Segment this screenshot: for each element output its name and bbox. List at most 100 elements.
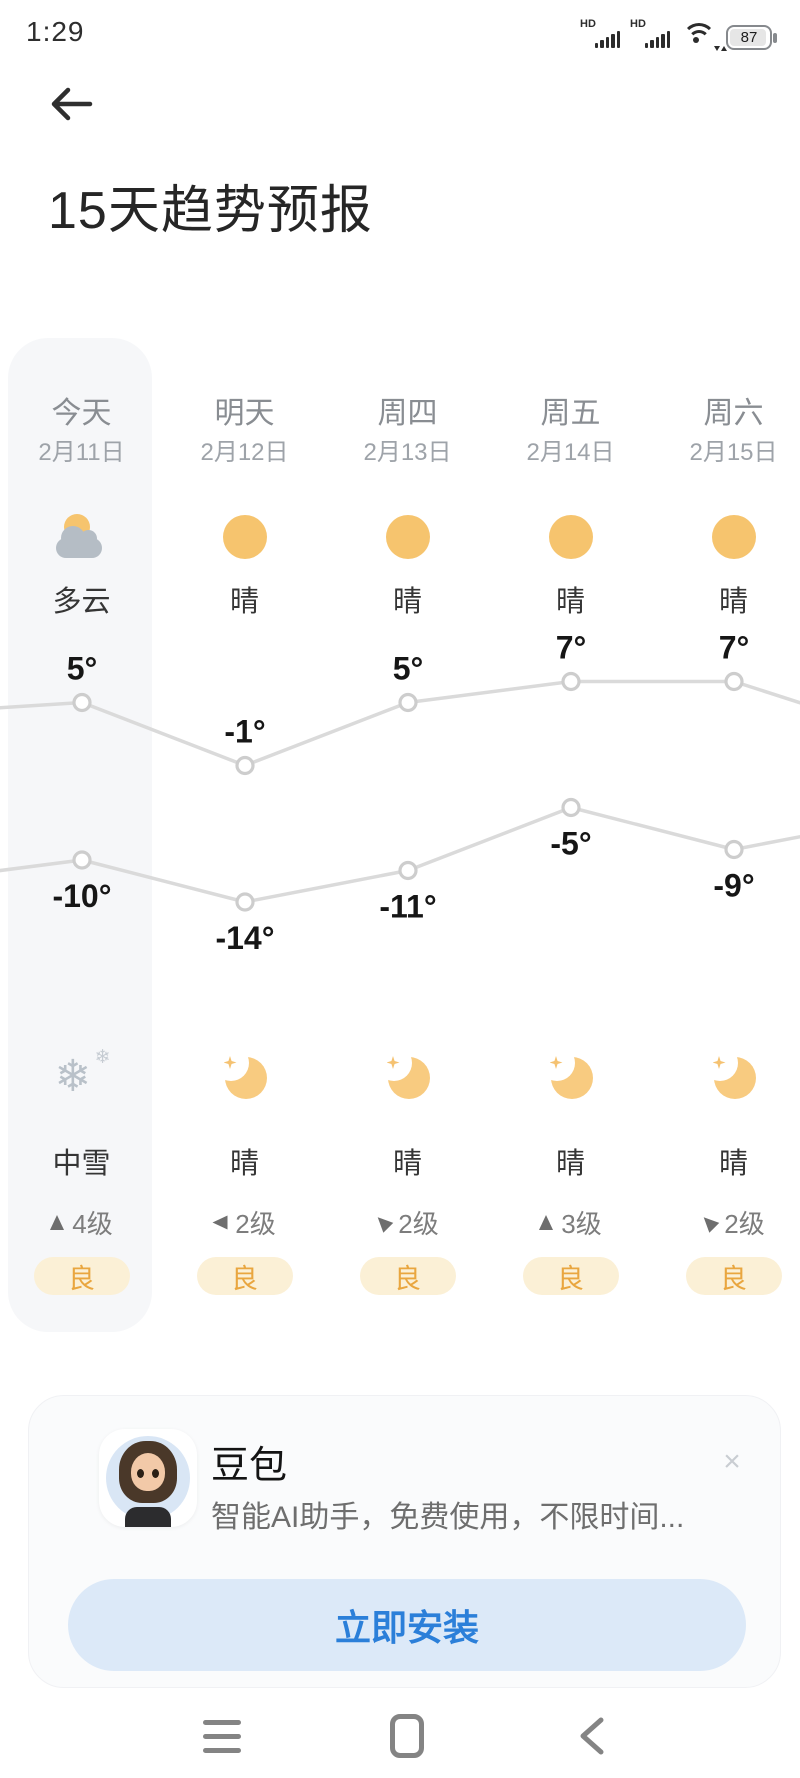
ad-title: 豆包 <box>211 1445 288 1487</box>
high-temp-label: 7° <box>719 630 750 666</box>
night-condition: 晴 <box>392 1148 422 1180</box>
aqi-badge[interactable]: 良 <box>685 1257 782 1295</box>
status-icons: HD HD 87 <box>580 18 777 51</box>
high-temp-marker <box>72 692 92 713</box>
wind-level: 2级 <box>724 1209 765 1239</box>
wind-direction-icon <box>50 1215 65 1230</box>
moon-icon <box>538 1045 595 1101</box>
install-button[interactable]: 立即安装 <box>68 1579 746 1671</box>
ad-description: 智能AI助手，免费使用，不限时间... <box>211 1501 685 1534</box>
day-date: 2月12日 <box>200 439 289 466</box>
wind-level: 3级 <box>561 1209 602 1239</box>
low-temp-marker <box>561 797 581 818</box>
nav-back-button[interactable] <box>562 1706 622 1766</box>
night-condition: 中雪 <box>52 1148 111 1180</box>
battery-icon: 87 <box>726 25 777 50</box>
high-temp-label: 7° <box>556 630 587 666</box>
wind-level: 4级 <box>72 1209 113 1239</box>
sun-icon <box>548 515 593 559</box>
low-temp-marker <box>72 850 92 870</box>
day-condition: 晴 <box>555 586 585 618</box>
wifi-icon <box>680 22 727 51</box>
moon-icon <box>701 1045 758 1101</box>
hd-badge: HD <box>630 18 646 30</box>
moon-icon <box>212 1045 269 1101</box>
wind-direction-icon <box>212 1215 228 1230</box>
snow-icon: ❄ ❄ <box>54 1047 111 1101</box>
low-temp-marker <box>235 892 255 912</box>
low-temp-label: -10° <box>52 878 111 914</box>
close-icon[interactable]: × <box>723 1445 741 1478</box>
low-temp-label: -11° <box>379 889 436 925</box>
navigation-bar <box>0 1688 800 1778</box>
low-temp-label: -5° <box>550 826 591 862</box>
high-temp-marker <box>398 692 418 713</box>
night-condition-row: 中雪 晴 晴 晴 晴 <box>0 1140 800 1180</box>
high-temp-label: 5° <box>393 651 424 687</box>
day-name: 周五 <box>540 397 601 430</box>
wind-cell: 2级 <box>212 1204 276 1241</box>
status-time: 1:29 <box>26 16 85 47</box>
day-date-row: 2月11日 2月12日 2月13日 2月14日 2月15日 <box>0 432 800 466</box>
moon-icon <box>375 1045 432 1101</box>
wind-cell: 2级 <box>699 1204 765 1241</box>
signal-icon-sim1: HD <box>580 18 620 50</box>
night-condition: 晴 <box>555 1148 585 1180</box>
aqi-badge[interactable]: 良 <box>359 1257 456 1295</box>
today-column-highlight <box>8 338 152 1332</box>
wind-level: 2级 <box>235 1209 276 1239</box>
wind-direction-icon <box>373 1212 394 1233</box>
day-icon-row <box>0 510 800 564</box>
battery-percent: 87 <box>740 29 758 46</box>
sun-icon <box>711 515 756 559</box>
day-condition: 晴 <box>718 586 748 618</box>
partly-cloudy-icon <box>55 514 108 560</box>
aqi-badge[interactable]: 良 <box>33 1257 130 1295</box>
wind-direction-icon <box>699 1212 720 1233</box>
wind-level: 2级 <box>398 1209 439 1239</box>
day-name: 今天 <box>51 397 112 430</box>
doubao-avatar <box>99 1429 197 1527</box>
day-date: 2月14日 <box>526 439 615 466</box>
wind-row: 4级 2级 2级 3级 2级 <box>0 1204 800 1239</box>
day-condition: 多云 <box>52 586 111 618</box>
day-condition: 晴 <box>392 586 422 618</box>
ad-card[interactable]: 豆包 智能AI助手，免费使用，不限时间... × 立即安装 <box>28 1395 781 1688</box>
temperature-trend-chart[interactable]: 5° -1° 5° 7° 7° -10° -14° -11° -5° -9° <box>0 600 800 960</box>
day-date: 2月13日 <box>363 439 452 466</box>
night-icon-row: ❄ ❄ <box>0 1045 800 1104</box>
low-temp-label: -14° <box>215 920 274 956</box>
home-button[interactable] <box>377 1706 437 1766</box>
day-date: 2月15日 <box>689 439 778 466</box>
hd-badge: HD <box>580 18 596 30</box>
high-temp-label: 5° <box>67 651 98 687</box>
high-temp-marker <box>724 671 744 692</box>
low-temp-marker <box>398 860 418 881</box>
aqi-row: 良 良 良 良 良 <box>0 1256 800 1296</box>
page-title: 15天趋势预报 <box>48 182 373 240</box>
day-name: 明天 <box>214 397 275 430</box>
wind-direction-icon <box>539 1215 554 1230</box>
aqi-badge[interactable]: 良 <box>522 1257 619 1295</box>
high-temp-marker <box>561 671 581 692</box>
day-condition: 晴 <box>229 586 259 618</box>
high-temp-label: -1° <box>224 714 265 750</box>
night-condition: 晴 <box>718 1148 748 1180</box>
night-condition: 晴 <box>229 1148 259 1180</box>
sun-icon <box>385 515 430 559</box>
high-temp-marker <box>235 755 255 776</box>
low-temp-label: -9° <box>713 868 754 904</box>
day-condition-row: 多云 晴 晴 晴 晴 <box>0 578 800 618</box>
day-name: 周六 <box>703 397 764 430</box>
low-temp-marker <box>724 839 744 860</box>
signal-icon-sim2: HD <box>630 18 670 50</box>
recents-button[interactable] <box>192 1706 252 1766</box>
aqi-badge[interactable]: 良 <box>196 1257 293 1295</box>
back-button[interactable] <box>46 82 98 126</box>
wind-cell: 4级 <box>50 1204 113 1241</box>
wind-cell: 2级 <box>373 1204 439 1241</box>
day-name: 周四 <box>377 397 438 430</box>
day-name-row: 今天 明天 周四 周五 周六 <box>0 388 800 430</box>
